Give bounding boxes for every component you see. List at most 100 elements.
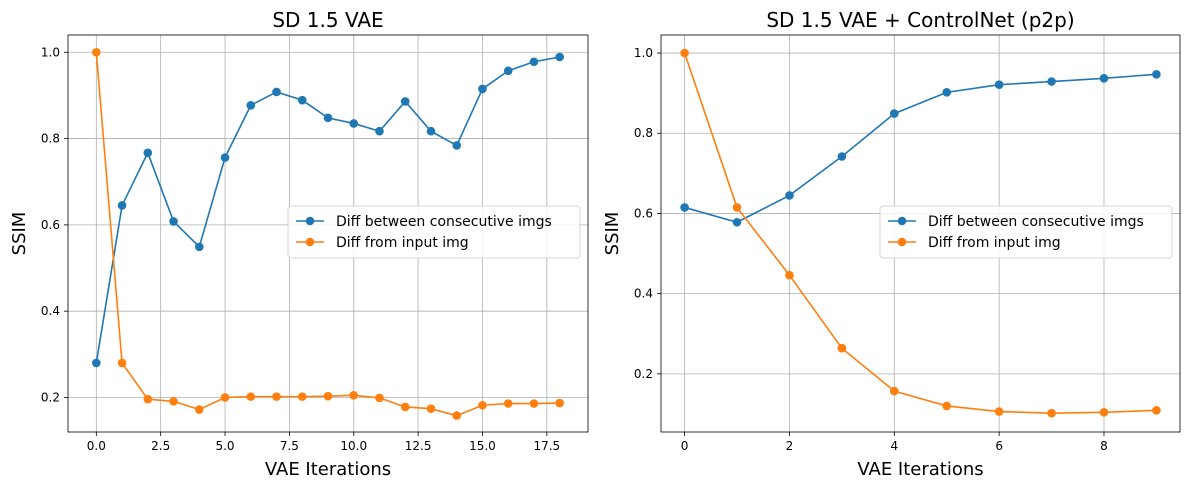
axes-frame (67, 34, 589, 433)
data-point (375, 393, 384, 403)
data-point (194, 242, 204, 252)
legend-box (287, 205, 581, 259)
data-point (169, 217, 178, 226)
legend-box (879, 205, 1173, 259)
data-point (732, 203, 742, 212)
x-tick-label: 6 (995, 439, 1003, 453)
data-point (529, 57, 539, 67)
data-point (272, 392, 281, 401)
data-point (732, 217, 742, 227)
x-tick-label: 4 (890, 439, 898, 453)
data-point (220, 393, 230, 402)
y-tick-label: 1.0 (41, 45, 60, 59)
x-tick-label: 8 (1100, 439, 1108, 453)
data-point (400, 97, 410, 106)
legend-marker (897, 237, 907, 247)
data-point (680, 48, 689, 58)
data-point (92, 358, 101, 368)
y-tick-label: 0.4 (41, 304, 60, 318)
y-axis-label: SSIM (9, 212, 30, 256)
x-tick-label: 2 (786, 439, 794, 453)
chart-title: SD 1.5 VAE (272, 8, 383, 32)
series-line-input (683, 52, 1157, 414)
legend-marker (305, 237, 315, 247)
x-tick-label: 2.5 (151, 439, 170, 453)
data-point (349, 119, 359, 128)
legend-label: Diff from input img (928, 235, 1061, 251)
data-point (452, 411, 462, 420)
axes-frame (660, 34, 1181, 433)
data-point (426, 126, 436, 136)
data-point (1099, 408, 1109, 417)
data-point (994, 80, 1004, 90)
data-point (503, 66, 513, 76)
series-line-consecutive (684, 73, 1157, 224)
data-point (117, 358, 127, 368)
y-tick-label: 0.2 (41, 390, 60, 404)
x-axis-label: VAE Iterations (857, 459, 983, 480)
data-point (143, 148, 153, 158)
data-point (400, 402, 410, 412)
data-point (375, 126, 384, 136)
data-point (246, 101, 256, 110)
data-point (117, 201, 127, 210)
legend: Diff between consecutive imgs Diff from i… (287, 205, 581, 259)
data-point (785, 270, 794, 280)
x-tick-label: 15.0 (469, 439, 496, 453)
x-tick-label: 5.0 (215, 439, 234, 453)
x-tick-label: 12.5 (405, 439, 432, 453)
data-point (452, 141, 462, 150)
y-tick-label: 0.4 (634, 287, 653, 301)
data-point (426, 404, 436, 413)
plot-right: 0 2 4 6 8 0.2 0.4 0.6 0.8 1.0 SD 1.5 VAE + Control… (602, 8, 1181, 480)
data-point (349, 391, 359, 400)
y-tick-label: 0.8 (634, 126, 653, 140)
x-tick-label: 0 (681, 439, 689, 453)
data-point (942, 401, 952, 411)
data-point (220, 153, 230, 162)
y-tick-label: 1.0 (634, 46, 653, 60)
data-point (555, 52, 564, 62)
x-tick-label: 0.0 (87, 439, 106, 453)
data-point (297, 392, 307, 401)
data-point (92, 47, 101, 57)
data-point (272, 87, 281, 97)
data-point (837, 152, 847, 161)
y-axis-label: SSIM (602, 212, 623, 256)
data-point (1099, 74, 1109, 83)
y-tick-label: 0.8 (41, 132, 60, 146)
y-tick-label: 0.6 (41, 218, 60, 232)
data-point (246, 392, 256, 401)
data-point (1152, 406, 1161, 415)
data-point (1047, 408, 1056, 418)
data-point (323, 113, 333, 123)
data-point (785, 191, 794, 200)
plot-left: 0.0 2.5 5.0 7.5 10.0 12.5 15.0 17.5 0.2 0.4 0.6 0.8… (9, 8, 589, 480)
x-tick-label: 10.0 (340, 439, 367, 453)
data-point (1047, 77, 1056, 86)
data-point (194, 405, 204, 414)
data-point (143, 394, 153, 404)
data-point (555, 398, 564, 408)
legend-label: Diff between consecutive imgs (928, 214, 1144, 230)
data-point (323, 391, 333, 401)
data-point (889, 109, 899, 118)
x-tick-label: 7.5 (280, 439, 299, 453)
y-tick-label: 0.6 (634, 206, 653, 220)
data-point (169, 397, 178, 406)
data-point (680, 203, 689, 212)
x-axis-label: VAE Iterations (265, 459, 391, 480)
legend-marker (305, 216, 315, 226)
legend-marker (897, 216, 907, 226)
data-point (942, 88, 952, 97)
data-point (994, 407, 1004, 416)
data-point (297, 95, 307, 105)
legend-label: Diff from input img (336, 235, 469, 251)
data-point (529, 399, 539, 408)
data-point (1152, 69, 1161, 79)
data-point (889, 386, 899, 396)
x-tick-label: 17.5 (533, 439, 560, 453)
chart-title: SD 1.5 VAE + ControlNet (p2p) (766, 8, 1074, 32)
legend: Diff between consecutive imgs Diff from i… (879, 205, 1173, 259)
